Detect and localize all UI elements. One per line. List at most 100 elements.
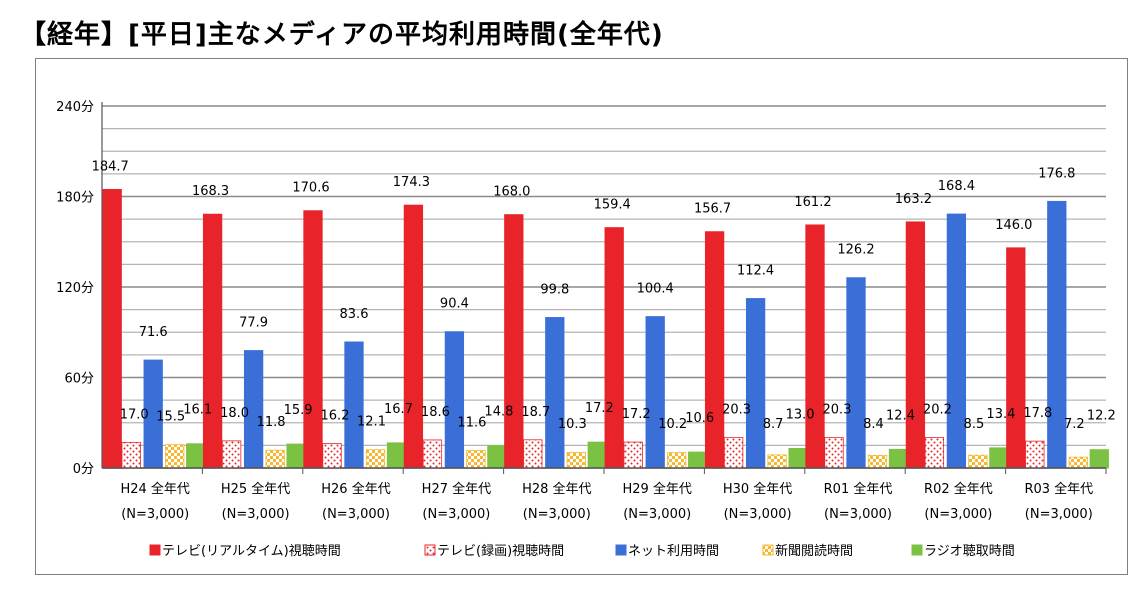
data-label: 10.2 [658, 417, 687, 432]
data-labels: 184.717.071.615.516.1168.318.077.911.815… [92, 159, 1116, 432]
bar [587, 441, 607, 469]
x-tick-label: (N=3,000) [623, 507, 691, 522]
bar [924, 437, 945, 469]
x-tick-label: (N=3,000) [523, 507, 591, 522]
data-label: 17.2 [622, 407, 651, 422]
bar [867, 454, 888, 469]
y-axis: 0分 60分 120分 180分 240分 [56, 100, 103, 477]
y-tick-label: 0分 [73, 462, 94, 477]
data-label: 176.8 [1038, 166, 1075, 181]
bar [604, 227, 624, 469]
data-label: 163.2 [895, 192, 932, 207]
bar [1025, 440, 1045, 469]
data-label: 90.4 [440, 297, 469, 312]
bar [186, 443, 206, 469]
data-label: 100.4 [637, 282, 674, 297]
x-tick-label: H29 全年代 [622, 481, 691, 497]
data-label: 14.8 [484, 405, 513, 420]
bars [102, 189, 1109, 469]
legend-label: ラジオ聴取時間 [924, 544, 1015, 559]
data-label: 77.9 [239, 316, 268, 331]
data-label: 184.7 [92, 159, 129, 174]
bar [1068, 456, 1088, 469]
bar [745, 298, 766, 469]
bar [365, 449, 386, 469]
x-tick-label: R02 全年代 [924, 481, 993, 497]
legend-label: ネット利用時間 [628, 544, 719, 559]
bar [545, 317, 565, 469]
data-label: 11.6 [457, 416, 486, 431]
data-label: 126.2 [837, 243, 874, 258]
data-label: 146.0 [995, 218, 1032, 233]
data-label: 12.2 [1087, 409, 1116, 424]
data-label: 17.8 [1023, 406, 1052, 421]
data-label: 168.0 [493, 185, 530, 200]
data-label: 16.2 [321, 409, 350, 424]
bar [704, 231, 725, 469]
x-tick-label: H25 全年代 [221, 481, 290, 497]
data-label: 174.3 [393, 175, 430, 190]
chart-frame [35, 58, 1128, 575]
x-tick-label: H27 全年代 [422, 481, 491, 497]
bar [286, 443, 306, 469]
bar [989, 447, 1009, 469]
bar [767, 454, 787, 469]
data-label: 18.0 [220, 406, 249, 421]
bar [1089, 449, 1109, 469]
data-label: 8.7 [763, 417, 784, 432]
x-tick-label: (N=3,000) [724, 507, 792, 522]
data-label: 10.3 [558, 417, 587, 432]
data-label: 170.6 [292, 181, 329, 196]
data-label: 16.7 [384, 402, 413, 417]
data-label: 10.6 [685, 411, 714, 426]
data-label: 71.6 [139, 325, 168, 340]
bar [1006, 247, 1026, 469]
legend: テレビ(リアルタイム)視聴時間 テレビ(録画)視聴時間 ネット利用時間 新聞閲読時間 ラ… [149, 543, 1015, 559]
bar [688, 451, 708, 469]
legend-swatch [911, 544, 923, 556]
x-tick-label: (N=3,000) [1025, 507, 1093, 522]
bar [824, 436, 844, 469]
x-axis: H24 全年代 (N=3,000) H25 全年代 (N=3,000) H26 全年代 (… [102, 467, 1107, 522]
legend-label: 新聞閲読時間 [775, 543, 853, 559]
data-label: 15.9 [284, 403, 313, 418]
data-label: 11.8 [257, 415, 286, 430]
bar [968, 454, 988, 469]
y-tick-label: 240分 [56, 100, 94, 115]
data-label: 8.5 [964, 417, 985, 432]
data-label: 168.4 [938, 179, 975, 194]
legend-label: テレビ(リアルタイム)視聴時間 [162, 544, 341, 559]
bar [846, 277, 866, 469]
bar [422, 439, 443, 469]
bar [487, 445, 507, 469]
data-label: 7.2 [1064, 417, 1085, 432]
data-label: 12.1 [357, 415, 386, 430]
bar [165, 444, 185, 469]
x-tick-label: (N=3,000) [422, 507, 490, 522]
bar [303, 210, 323, 469]
bar [386, 442, 407, 469]
data-label: 156.7 [694, 202, 731, 217]
data-label: 13.0 [786, 407, 815, 422]
data-label: 17.2 [585, 401, 614, 416]
bar [403, 204, 424, 469]
data-label: 12.4 [886, 408, 915, 423]
bar [221, 440, 242, 469]
x-tick-label: H24 全年代 [120, 481, 189, 497]
x-tick-label: R03 全年代 [1024, 481, 1093, 497]
bar [322, 443, 342, 469]
bar [466, 450, 486, 469]
bar [888, 448, 909, 469]
data-label: 161.2 [794, 195, 831, 210]
x-tick-label: (N=3,000) [222, 507, 290, 522]
legend-swatch [615, 544, 627, 556]
x-tick-label: H26 全年代 [321, 481, 390, 497]
legend-swatch [149, 544, 161, 556]
data-label: 20.3 [722, 402, 751, 417]
bar [202, 213, 223, 469]
bar [905, 221, 926, 469]
data-label: 20.2 [923, 403, 952, 418]
bar [344, 341, 364, 469]
y-tick-label: 60分 [64, 372, 94, 387]
bar [265, 449, 285, 469]
